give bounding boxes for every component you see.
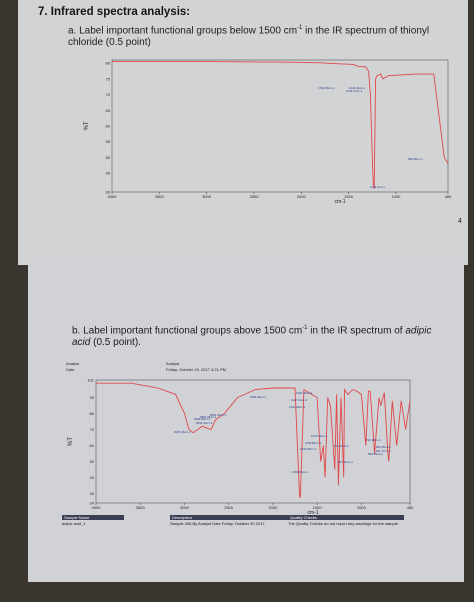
y-tick-label: 80	[90, 411, 95, 416]
part-b-tail: (0.5 point).	[90, 337, 141, 349]
peak-label: 684.36cm-1	[376, 445, 391, 449]
x-tick-label: 2500	[224, 505, 234, 510]
y-tick-label: 55	[106, 139, 111, 144]
question-part-a: a. Label important functional groups bel…	[68, 22, 458, 49]
x-tick-label: 2500	[250, 194, 260, 199]
x-tick-label: 2000	[268, 505, 278, 510]
peak-label: 1229.2cm-1	[370, 185, 385, 189]
peak-label: 2918.35cm-1	[194, 417, 211, 421]
y-tick-label: 39	[106, 190, 111, 195]
y-tick-label: 50	[106, 155, 111, 160]
page-number: 4	[458, 218, 462, 225]
x-axis-label: cm-1	[334, 199, 345, 205]
y-tick-label: 45	[106, 171, 111, 176]
y-tick-label: 30	[90, 491, 95, 496]
part-b-compound: adipic acid	[72, 325, 432, 349]
peak-label: 2860.33cm-1	[200, 415, 217, 419]
question-title: 7. Infrared spectra analysis:	[38, 6, 191, 18]
y-tick-label: 40	[90, 475, 95, 480]
peak-label: 1681.39cm-1	[250, 395, 267, 399]
y-axis-label: %T	[68, 437, 74, 446]
date-value: Friday, October 20, 2017 4:21 PM	[166, 367, 226, 372]
y-tick-label: 80	[106, 61, 111, 66]
x-tick-label: 3500	[155, 194, 165, 199]
x-tick-label: 1500	[344, 194, 354, 199]
x-tick-label: 1000	[391, 194, 401, 199]
peak-label: 2951.44cm-1	[210, 413, 227, 417]
y-axis-label: %T	[84, 121, 90, 130]
peak-label: 897.14cm-1	[338, 460, 353, 464]
spectrum-line	[96, 382, 411, 499]
peak-label: 1229.65cm-1	[300, 447, 317, 451]
worksheet-page-top	[18, 0, 468, 265]
part-a-sup: -1	[297, 25, 303, 31]
peak-label: 1427.01cm-1	[291, 398, 308, 402]
y-tick-label: 65	[106, 108, 111, 113]
peak-label: 556.55cm-1	[368, 452, 383, 456]
part-a-text: a. Label important functional groups bel…	[68, 25, 298, 37]
peak-label: 732.48cm-1	[366, 438, 381, 442]
part-b-mid: in the IR spectrum of	[307, 325, 406, 337]
x-tick-label: 3500	[136, 505, 146, 510]
sample-name-label: Sample Name	[62, 515, 124, 520]
x-tick-label: 1500	[313, 505, 323, 510]
part-b-text: b. Label important functional groups abo…	[72, 325, 303, 337]
peak-label: 1189.43cm-1	[292, 470, 309, 474]
y-tick-label: 70	[106, 92, 111, 97]
peak-label: 1258.83cm-1	[305, 441, 322, 445]
y-tick-label: 60	[106, 124, 111, 129]
x-tick-label: 450	[407, 505, 414, 510]
description-value: Sample 408 By Analyst Date Friday, Octob…	[170, 521, 265, 526]
y-tick-label: 50	[90, 459, 95, 464]
analyst-label: Analyst	[66, 361, 80, 366]
x-tick-label: 2000	[297, 194, 307, 199]
x-tick-label: 450	[445, 194, 452, 199]
peak-label: 1230.37cm-1	[346, 89, 363, 93]
y-tick-label: 75	[106, 76, 111, 81]
y-tick-label: 70	[90, 427, 95, 432]
peak-label: 1410.33cm-1	[289, 405, 306, 409]
x-tick-label: 1000	[357, 505, 367, 510]
y-tick-label: 24	[90, 501, 95, 506]
peak-label: 932.11cm-1	[334, 444, 349, 448]
peak-label: 1233.40cm-1	[349, 86, 366, 90]
quality-value: The Quality Checks do not report any war…	[288, 521, 399, 526]
peak-label: 1276.33cm-1	[311, 434, 328, 438]
peak-label: 2943.44cm-1	[196, 421, 213, 425]
quality-label: Quality Checks	[288, 515, 404, 520]
sample-name-value: adipic acid_1	[62, 521, 86, 526]
x-tick-label: 3000	[202, 194, 212, 199]
part-b-sup: -1	[302, 325, 308, 331]
x-tick-label: 4000	[108, 194, 118, 199]
question-part-b: b. Label important functional groups abo…	[72, 322, 452, 349]
peak-label: 1790.30cm-1	[318, 86, 335, 90]
peak-label: 489.36cm-1	[408, 157, 423, 161]
part-a-tail: in the IR spectrum of thionyl chloride (…	[68, 25, 430, 49]
y-tick-label: 90	[90, 395, 95, 400]
peak-label: 641.17cm-1	[376, 449, 391, 453]
y-tick-label: 60	[90, 443, 95, 448]
analyst-value: Analyst	[166, 361, 180, 366]
description-label: Description	[170, 515, 290, 520]
y-tick-label: 101	[87, 378, 94, 383]
spectrum-line	[112, 61, 449, 189]
x-tick-label: 3000	[180, 505, 190, 510]
date-label: Date	[66, 367, 75, 372]
plot-frame	[111, 59, 449, 193]
peak-label: 3025.45cm-1	[174, 430, 191, 434]
plot-frame	[95, 379, 411, 504]
x-tick-label: 4000	[92, 505, 102, 510]
peak-label: 1460.39cm-1	[296, 391, 313, 395]
x-axis-label: cm-1	[307, 510, 318, 516]
